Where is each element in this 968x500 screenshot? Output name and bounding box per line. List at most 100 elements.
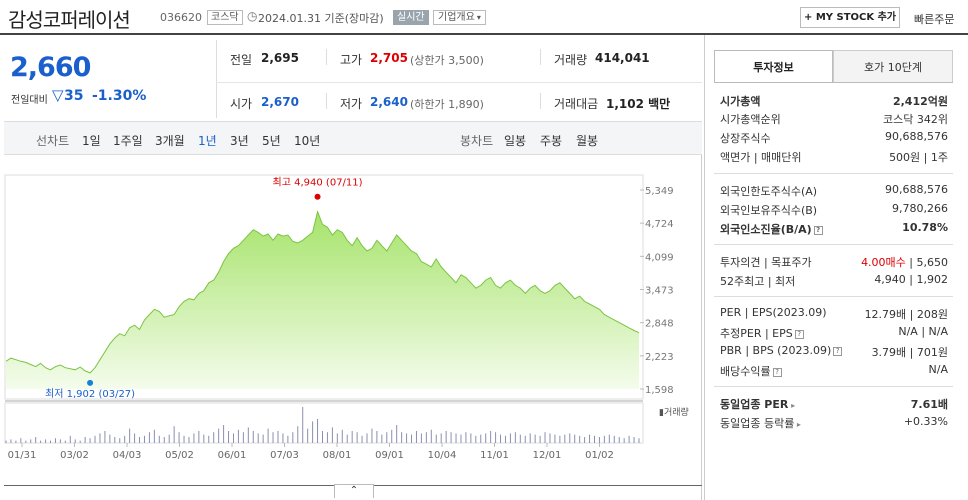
tab-invest-info[interactable]: 투자정보 [714,50,833,83]
open-value: 2,670 [261,95,299,109]
foreign-rate-row: 외국인소진율(B/A)? [720,221,823,237]
help-icon[interactable]: ? [813,225,823,235]
period-3m[interactable]: 3개월 [155,134,185,148]
foreign-hold-label: 외국인보유주식수(B) [720,204,818,217]
help-icon[interactable]: ? [772,367,782,377]
sector-change-value: +0.33% [903,415,948,428]
company-name: 감성코퍼레이션 [8,8,131,32]
pbr-row: PBR | BPS (2023.09)? [720,344,843,357]
shares-value: 90,688,576 [885,130,948,143]
period-1w[interactable]: 1주일 [113,134,143,148]
x-tick-label: 11/01 [480,450,509,461]
candle-chart-label: 봉차트 [460,134,494,148]
y-tick-label: 4,724 [645,219,674,230]
x-tick-label: 01/02 [585,450,614,461]
pbr-value: 3.79배 | 701원 [871,346,948,359]
market-badge: 코스닥 [207,10,243,25]
x-tick-label: 09/01 [375,450,404,461]
clock-icon: ◷ [247,9,258,23]
par-value: 500원 | 1주 [889,151,948,164]
market-cap-value: 2,412억원 [892,95,948,108]
change-label: 전일대비 [11,95,48,106]
y-tick-label: 4,099 [645,252,674,263]
right-panel [704,35,968,500]
prev-close-value: 2,695 [261,51,299,65]
my-stock-add-button[interactable]: + MY STOCK 추가 [800,7,900,28]
quote-divider [540,93,541,109]
quick-order-button[interactable]: 빠른주문 [914,13,955,26]
opinion-label: 투자의견 | 목표주가 [720,256,812,269]
sector-per-row[interactable]: 동일업종 PER ▸ [720,396,795,412]
amount-value: 1,102 백만 [606,97,671,111]
high-value: 2,705 [370,51,408,65]
price-chart: 5,349 4,724 4,099 3,473 2,848 2,223 1,598 최고 4,… [4,155,702,500]
current-price: 2,660 [10,52,91,83]
volume-label: 거래량 [554,53,588,67]
chevron-right-icon: ▸ [794,420,801,429]
tab-underline [714,82,953,83]
lower-limit: (하한가 1,890) [410,98,484,111]
sector-change-row[interactable]: 동일업종 등락률 ▸ [720,415,801,431]
opinion-row: 4.00매수 | 5,650 [861,256,949,269]
sector-per-label: 동일업종 PER [720,398,789,411]
target-price: 5,650 [916,256,949,269]
candle-monthly[interactable]: 월봉 [576,134,599,148]
quote-divider [326,49,327,65]
period-5y[interactable]: 5년 [262,134,281,148]
period-1d[interactable]: 1일 [82,134,101,148]
foreign-rate-label: 외국인소진율(B/A) [720,223,812,236]
y-tick-label: 5,349 [645,186,674,197]
price-line [5,210,640,374]
candle-weekly[interactable]: 주봉 [540,134,563,148]
sector-change-label: 동일업종 등락률 [720,417,795,430]
tab-hoga-10[interactable]: 호가 10단계 [833,50,953,83]
base-date: 2024.01.31 기준(장마감) [258,12,384,25]
candle-daily[interactable]: 일봉 [504,134,527,148]
high-annotation: 최고 4,940 (07/11) [273,177,363,189]
period-1y[interactable]: 1년 [198,134,217,148]
amount-label: 거래대금 [554,97,599,111]
company-overview-dropdown[interactable]: 기업개요 ▾ [433,10,486,25]
collapse-chart-button[interactable]: ⌃ [334,484,374,498]
x-tick-label: 12/01 [533,450,562,461]
chevron-right-icon: ▸ [788,401,796,410]
y-tick-label: 2,223 [645,352,674,363]
low-marker [87,379,94,386]
est-per-row: 추정PER | EPS? [720,325,804,341]
week52-value: 4,940 | 1,902 [874,273,948,286]
x-tick-label: 04/03 [113,450,142,461]
per-value: 12.79배 | 208원 [864,308,948,321]
realtime-button[interactable]: 실시간 [393,10,429,25]
x-tick-label: 10/04 [428,450,457,461]
dividend-label: 배당수익률 [720,365,771,378]
foreign-limit-label: 외국인한도주식수(A) [720,185,818,198]
change-rate: -1.30% [92,88,147,104]
x-tick-label: 03/02 [60,450,89,461]
quote-divider [540,49,541,65]
per-label: PER | EPS(2023.09) [720,306,827,319]
sector-per-value: 7.61배 [910,398,948,411]
y-tick-label: 2,848 [645,319,674,330]
help-icon[interactable]: ? [833,346,843,356]
x-tick-label: 08/01 [323,450,352,461]
opinion-value: 4.00매수 [861,256,906,269]
upper-limit: (상한가 3,500) [410,54,484,67]
foreign-rate-value: 10.78% [902,221,948,234]
quote-row-divider [216,82,702,83]
price-chart-svg: 5,349 4,724 4,099 3,473 2,848 2,223 1,598 최고 4,… [4,174,689,461]
overview-label: 기업개요 [438,12,475,23]
x-tick-label: 01/31 [8,450,37,461]
market-cap-rank-value: 코스닥 342위 [883,113,948,126]
help-icon[interactable]: ? [794,329,804,339]
foreign-limit-value: 90,688,576 [885,183,948,196]
pbr-label: PBR | BPS (2023.09) [720,344,832,357]
open-label: 시가 [230,97,253,111]
period-10y[interactable]: 10년 [294,134,321,148]
volume-label: ▮거래량 [659,406,689,418]
x-tick-label: 06/01 [218,450,247,461]
line-chart-label[interactable]: 선차트 [36,134,70,148]
info-divider [714,386,953,387]
period-3y[interactable]: 3년 [230,134,249,148]
change-value: 35 [64,88,84,104]
plot-frame [4,174,644,400]
